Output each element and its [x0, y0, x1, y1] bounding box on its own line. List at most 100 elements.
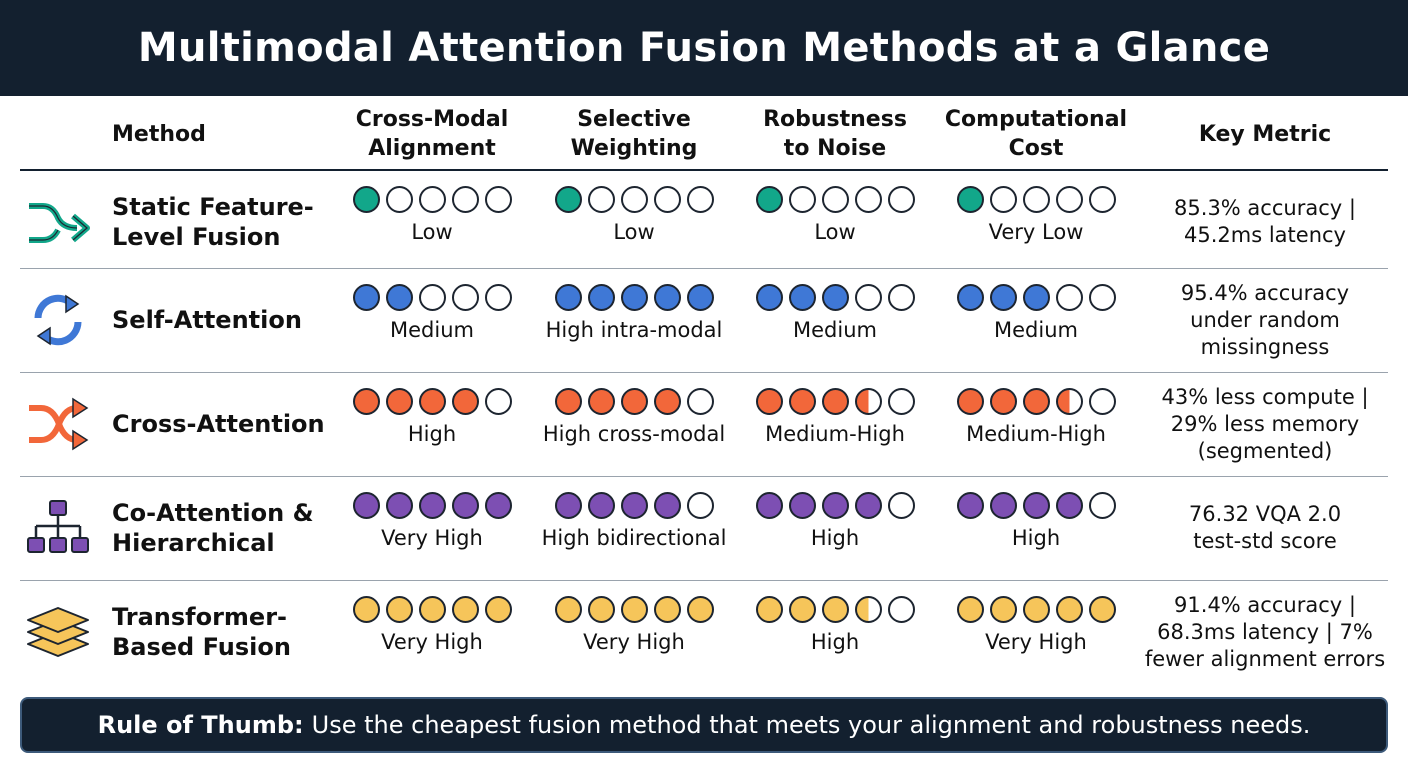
- rating-dot-filled: [1055, 492, 1083, 519]
- rating-cell: Low: [735, 186, 935, 244]
- rating-dot-filled: [1022, 284, 1050, 311]
- rating-dots: [332, 284, 532, 312]
- rating-dot-empty: [821, 186, 849, 213]
- rating-dot-empty: [1088, 284, 1116, 311]
- rating-cell: Medium-High: [735, 388, 935, 446]
- rating-label: Low: [613, 220, 655, 244]
- rating-dot-filled: [956, 492, 984, 519]
- rating-dot-filled: [755, 284, 783, 311]
- rating-dots: [534, 186, 734, 214]
- rating-dot-empty: [418, 186, 446, 213]
- rating-dot-filled: [418, 596, 446, 623]
- row-divider: [20, 372, 1388, 373]
- cycle-arrows-icon: [24, 288, 92, 352]
- key-metric: 76.32 VQA 2.0 test-std score: [1188, 502, 1342, 553]
- rating-dot-filled: [653, 284, 681, 311]
- rating-label: Medium: [793, 318, 877, 342]
- rating-dot-filled: [821, 284, 849, 311]
- rating-dot-filled: [587, 284, 615, 311]
- rating-cell: High: [735, 492, 935, 550]
- table-header: Method Cross-Modal Alignment Selective W…: [20, 100, 1388, 170]
- rating-dot-filled: [587, 492, 615, 519]
- rating-dot-filled: [554, 186, 582, 213]
- rating-dot-empty: [385, 186, 413, 213]
- header-weighting: Selective Weighting: [570, 107, 698, 161]
- method-name: Transformer- Based Fusion: [112, 603, 291, 661]
- rating-dot-filled: [956, 284, 984, 311]
- rating-cell: Medium: [332, 284, 532, 342]
- rating-dot-filled: [821, 492, 849, 519]
- rating-dot-filled: [788, 596, 816, 623]
- rating-dots: [936, 596, 1136, 624]
- rating-dots: [534, 388, 734, 416]
- rating-dot-empty: [989, 186, 1017, 213]
- rating-dot-filled: [854, 492, 882, 519]
- rating-dot-filled: [755, 388, 783, 415]
- rating-cell: High: [332, 388, 532, 446]
- rating-dot-filled: [620, 284, 648, 311]
- rating-label: High bidirectional: [541, 526, 727, 550]
- rating-dots: [936, 492, 1136, 520]
- header-method: Method: [112, 121, 206, 147]
- rating-cell: Very High: [332, 492, 532, 550]
- rating-label: Medium-High: [966, 422, 1106, 446]
- rating-label: Very High: [381, 526, 483, 550]
- rating-dot-filled: [989, 596, 1017, 623]
- key-metric: 95.4% accuracy under random missingness: [1180, 280, 1350, 359]
- table-row: Transformer- Based Fusion Very High Very H…: [20, 580, 1388, 684]
- rating-dot-empty: [484, 388, 512, 415]
- rating-cell: Low: [534, 186, 734, 244]
- rating-dots: [534, 284, 734, 312]
- rating-dot-filled: [352, 492, 380, 519]
- rating-dot-filled: [755, 186, 783, 213]
- rating-dot-filled: [788, 284, 816, 311]
- rating-dot-empty: [1088, 388, 1116, 415]
- rating-dots: [735, 186, 935, 214]
- rating-label: Medium: [994, 318, 1078, 342]
- rating-dot-filled: [352, 596, 380, 623]
- rating-dots: [735, 284, 935, 312]
- rating-cell: High: [735, 596, 935, 654]
- rating-dot-empty: [788, 186, 816, 213]
- header-alignment: Cross-Modal Alignment: [355, 107, 509, 161]
- rating-label: Very Low: [988, 220, 1084, 244]
- rating-dot-filled: [554, 284, 582, 311]
- rating-dot-filled: [989, 284, 1017, 311]
- rating-dot-filled: [620, 492, 648, 519]
- rating-dot-filled: [686, 284, 714, 311]
- rating-dot-filled: [620, 596, 648, 623]
- rule-lead: Rule of Thumb:: [97, 711, 304, 739]
- rating-dot-filled: [1055, 596, 1083, 623]
- row-divider: [20, 580, 1388, 581]
- rating-dot-filled: [956, 186, 984, 213]
- rating-dots: [332, 388, 532, 416]
- rating-dot-filled: [554, 492, 582, 519]
- rating-dot-filled: [484, 596, 512, 623]
- rating-dot-filled: [554, 388, 582, 415]
- table-row: Static Feature- Level Fusion Low Low Low Ver…: [20, 170, 1388, 274]
- table-row: Co-Attention & Hierarchical Very High High…: [20, 476, 1388, 580]
- rating-dot-filled: [653, 596, 681, 623]
- rating-cell: Low: [332, 186, 532, 244]
- rating-dot-empty: [1055, 186, 1083, 213]
- rating-dot-filled: [1022, 388, 1050, 415]
- rating-dot-filled: [956, 596, 984, 623]
- key-metric: 85.3% accuracy | 45.2ms latency: [1174, 196, 1356, 247]
- rating-dot-filled: [352, 186, 380, 213]
- rating-dots: [735, 492, 935, 520]
- page-title: Multimodal Attention Fusion Methods at a…: [137, 25, 1271, 71]
- rating-dot-filled: [989, 388, 1017, 415]
- header-metric: Key Metric: [1198, 121, 1332, 147]
- rating-dot-empty: [887, 492, 915, 519]
- rating-dot-filled: [385, 596, 413, 623]
- rating-label: Low: [411, 220, 453, 244]
- rating-dots: [936, 186, 1136, 214]
- rating-cell: Very Low: [936, 186, 1136, 244]
- rating-dot-filled: [989, 492, 1017, 519]
- rating-label: Very High: [381, 630, 483, 654]
- merge-arrow-icon: [24, 190, 92, 254]
- key-metric: 91.4% accuracy | 68.3ms latency | 7% few…: [1144, 592, 1386, 671]
- method-name: Static Feature- Level Fusion: [112, 193, 314, 251]
- rating-dot-half: [854, 388, 882, 415]
- rating-dot-filled: [1022, 492, 1050, 519]
